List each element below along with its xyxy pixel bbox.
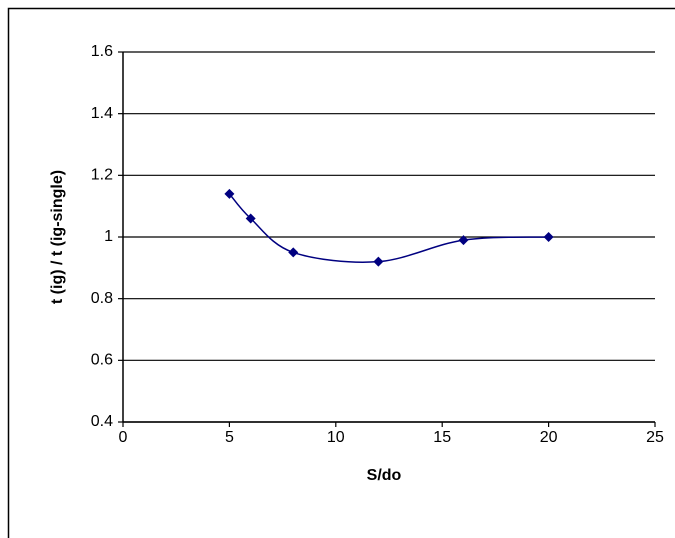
x-axis-title: S/do — [367, 467, 402, 484]
chart-border — [7, 7, 675, 538]
data-point — [224, 188, 235, 199]
x-tick-label: 5 — [225, 429, 234, 446]
y-tick-label: 1.4 — [91, 105, 113, 122]
x-tick-label: 15 — [433, 429, 451, 446]
data-point — [458, 235, 469, 246]
series-line — [228, 193, 549, 263]
y-tick-label: 1.2 — [91, 167, 113, 184]
data-point — [543, 232, 554, 242]
x-tick-label: 10 — [327, 429, 345, 446]
x-tick-label: 0 — [119, 429, 128, 446]
y-tick-label: 0.6 — [91, 352, 113, 369]
y-tick-label: 1.6 — [91, 43, 113, 60]
x-tick-label: 20 — [540, 429, 558, 446]
data-point — [245, 213, 256, 224]
y-tick-label: 1 — [104, 228, 113, 245]
y-axis-title: t (ig) / t (ig-single) — [49, 170, 66, 304]
x-tick-label: 25 — [646, 429, 664, 446]
data-point — [373, 256, 384, 267]
y-tick-label: 0.8 — [91, 290, 113, 307]
data-point — [288, 247, 299, 258]
y-tick-label: 0.4 — [91, 413, 113, 430]
